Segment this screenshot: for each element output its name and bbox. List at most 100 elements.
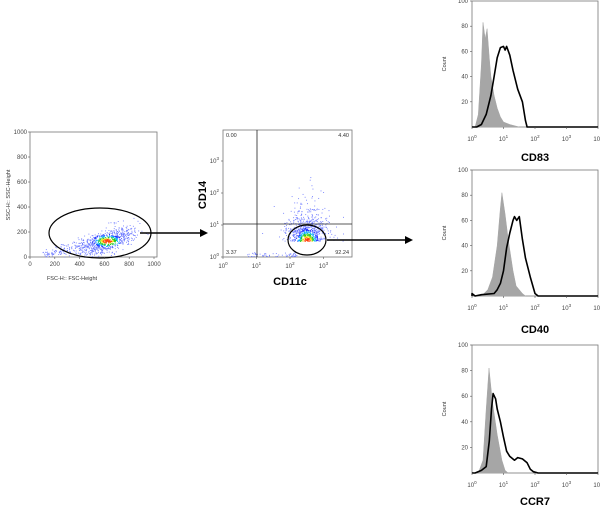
event-dot	[119, 240, 121, 242]
event-dot	[93, 248, 95, 250]
event-dot	[117, 236, 119, 238]
event-dot	[105, 238, 107, 240]
event-dot	[305, 239, 307, 241]
tick-label: 400	[17, 205, 28, 211]
event-dot	[310, 226, 312, 228]
event-dot	[64, 256, 66, 258]
event-dot	[91, 250, 92, 252]
event-dot	[304, 233, 305, 235]
event-dot	[254, 252, 256, 254]
event-dot	[82, 244, 83, 246]
event-dot	[294, 237, 296, 238]
event-dot	[323, 229, 325, 231]
tick-label: 40	[461, 420, 468, 426]
event-dot	[317, 239, 319, 241]
event-dot	[90, 251, 92, 253]
event-dot	[303, 219, 305, 221]
event-dot	[330, 230, 332, 232]
event-dot	[82, 243, 84, 245]
event-dot	[293, 234, 294, 236]
event-dot	[297, 212, 299, 214]
event-dot	[103, 243, 105, 245]
event-dot	[315, 227, 317, 229]
event-dot	[112, 232, 114, 234]
tick-exponent: 2	[537, 303, 540, 308]
event-dot	[103, 248, 105, 250]
event-dot	[47, 254, 49, 256]
event-dot	[294, 232, 296, 234]
event-dot	[311, 238, 313, 240]
tick-label: 103	[562, 134, 572, 143]
event-dot	[114, 232, 115, 234]
event-dot	[112, 233, 114, 235]
event-dot	[130, 233, 132, 235]
event-dot	[294, 207, 296, 209]
event-dot	[111, 235, 113, 237]
tick-exponent: 0	[225, 261, 228, 266]
event-dot	[115, 235, 117, 237]
event-dot	[283, 230, 285, 232]
event-dot	[75, 246, 77, 248]
event-dot	[103, 238, 105, 240]
event-dot	[296, 232, 298, 234]
event-dot	[319, 240, 321, 242]
event-dot	[126, 229, 128, 231]
event-dot	[62, 244, 64, 246]
event-dot	[297, 211, 299, 212]
event-dot	[311, 239, 313, 241]
event-dot	[314, 232, 315, 234]
event-dot	[294, 234, 296, 235]
event-dot	[297, 218, 299, 219]
event-dot	[94, 253, 96, 255]
event-dot	[104, 237, 106, 238]
tick-label: 800	[124, 262, 135, 268]
event-dot	[115, 229, 117, 230]
event-dot	[56, 247, 58, 249]
event-dot	[82, 250, 84, 252]
event-dot	[312, 228, 313, 229]
event-dot	[300, 206, 301, 208]
event-dot	[102, 241, 104, 243]
event-dot	[82, 246, 84, 248]
event-dot	[289, 238, 291, 240]
event-dot	[291, 240, 293, 242]
event-dot	[93, 237, 95, 239]
event-dot	[305, 235, 307, 237]
event-dot	[126, 229, 128, 231]
event-dot	[48, 253, 50, 255]
event-dot	[137, 220, 139, 222]
event-dot	[311, 234, 313, 236]
tick-label: 102	[285, 261, 295, 270]
event-dot	[75, 250, 77, 252]
event-dot	[316, 214, 317, 216]
tick-label: 400	[75, 262, 86, 268]
event-dot	[316, 208, 318, 210]
event-dot	[91, 256, 93, 257]
event-dot	[313, 229, 315, 231]
event-dot	[312, 233, 314, 234]
event-dot	[308, 231, 310, 233]
quadrant-top-left: 0.00	[226, 133, 237, 139]
event-dot	[83, 245, 85, 247]
event-dot	[298, 239, 300, 241]
tick-label: 20	[461, 100, 468, 106]
event-dot	[114, 226, 116, 227]
event-dot	[326, 226, 327, 228]
event-dot	[128, 240, 130, 242]
event-dot	[305, 234, 307, 236]
tick-label: 600	[99, 262, 110, 268]
tick-label: 102	[530, 134, 540, 143]
event-dot	[266, 256, 268, 257]
event-dot	[114, 238, 116, 240]
event-dot	[305, 239, 307, 241]
event-dot	[127, 233, 129, 235]
event-dot	[107, 238, 109, 240]
event-dot	[107, 233, 109, 235]
event-dot	[111, 246, 113, 248]
event-dot	[114, 253, 116, 255]
event-dot	[311, 197, 313, 199]
event-dot	[97, 245, 99, 247]
event-dot	[96, 249, 98, 250]
event-dot	[314, 228, 316, 230]
event-dot	[122, 239, 124, 241]
